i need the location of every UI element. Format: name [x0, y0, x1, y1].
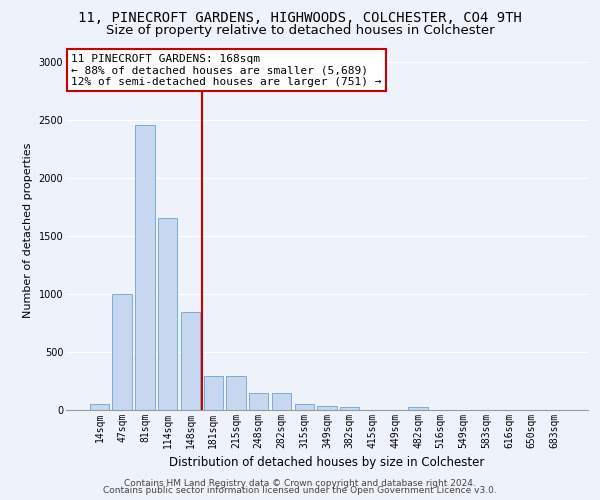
Text: Size of property relative to detached houses in Colchester: Size of property relative to detached ho… — [106, 24, 494, 37]
Text: Contains public sector information licensed under the Open Government Licence v3: Contains public sector information licen… — [103, 486, 497, 495]
Bar — [409, 406, 428, 410]
Bar — [317, 406, 337, 410]
Text: 11 PINECROFT GARDENS: 168sqm
← 88% of detached houses are smaller (5,689)
12% of: 11 PINECROFT GARDENS: 168sqm ← 88% of de… — [71, 54, 382, 87]
Text: 11, PINECROFT GARDENS, HIGHWOODS, COLCHESTER, CO4 9TH: 11, PINECROFT GARDENS, HIGHWOODS, COLCHE… — [78, 11, 522, 25]
Bar — [181, 312, 200, 410]
X-axis label: Distribution of detached houses by size in Colchester: Distribution of detached houses by size … — [169, 456, 485, 469]
Bar — [203, 376, 223, 410]
Bar — [249, 392, 268, 410]
Bar — [226, 376, 245, 410]
Y-axis label: Number of detached properties: Number of detached properties — [23, 142, 33, 318]
Bar — [112, 294, 132, 410]
Bar — [340, 406, 359, 410]
Bar — [295, 404, 314, 410]
Bar — [135, 126, 155, 410]
Bar — [272, 392, 291, 410]
Bar — [90, 404, 109, 410]
Text: Contains HM Land Registry data © Crown copyright and database right 2024.: Contains HM Land Registry data © Crown c… — [124, 478, 476, 488]
Bar — [158, 218, 178, 410]
